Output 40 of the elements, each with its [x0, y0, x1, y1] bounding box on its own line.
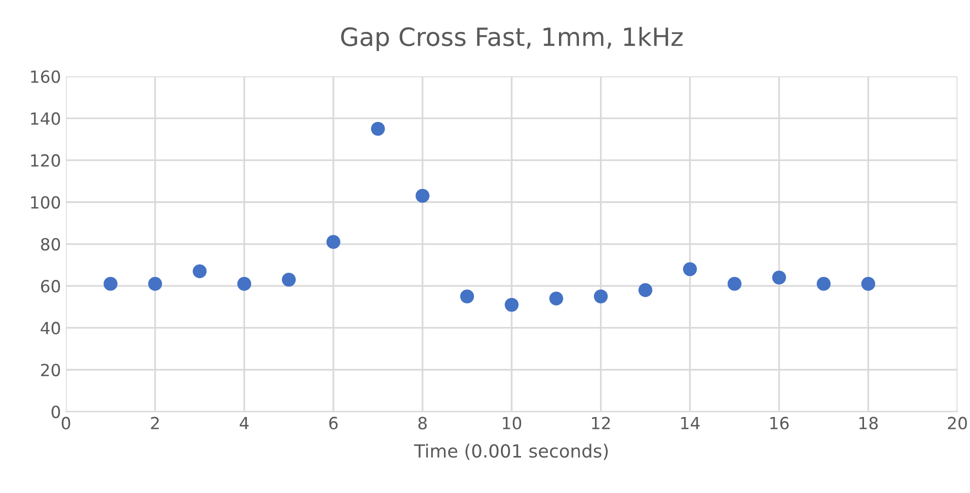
x-tick-label: 6 [329, 416, 338, 430]
x-tick-label: 14 [681, 417, 700, 430]
x-tick-label: 18 [859, 416, 878, 430]
x-axis-title: Time (0.001 seconds) [414, 444, 608, 460]
point [504, 298, 519, 312]
x-tick-label: 20 [948, 416, 967, 430]
point [638, 283, 652, 298]
point [148, 276, 162, 291]
y-tick-label: 60 [41, 280, 60, 293]
point [192, 264, 207, 278]
y-tick-label: 100 [31, 196, 60, 209]
y-tick-label: 160 [31, 70, 60, 83]
point [816, 276, 831, 291]
point [549, 292, 564, 306]
x-tick-label: 4 [240, 417, 249, 430]
point [683, 262, 697, 276]
x-tick-label: 10 [502, 416, 522, 430]
x-tick-label: 0 [62, 416, 70, 430]
point [772, 270, 786, 285]
y-tick-label: 20 [41, 364, 60, 376]
point [371, 122, 385, 136]
point [237, 276, 252, 291]
point [104, 276, 118, 291]
x-tick-label: 2 [151, 416, 159, 430]
point [416, 188, 430, 203]
point [594, 289, 608, 304]
chart-title: Gap Cross Fast, 1mm, 1kHz [341, 26, 683, 52]
point [460, 289, 474, 304]
point [728, 276, 742, 291]
y-tick-label: 80 [41, 238, 60, 251]
y-tick-label: 140 [31, 112, 60, 125]
y-tick-label: 120 [31, 154, 60, 167]
point [861, 276, 876, 291]
x-tick-label: 8 [418, 416, 427, 430]
y-tick-label: 0 [52, 406, 60, 418]
point [282, 272, 296, 287]
x-tick-label: 12 [592, 416, 610, 430]
x-tick-label: 16 [770, 416, 789, 430]
point [326, 234, 340, 249]
y-tick-label: 40 [40, 322, 60, 334]
